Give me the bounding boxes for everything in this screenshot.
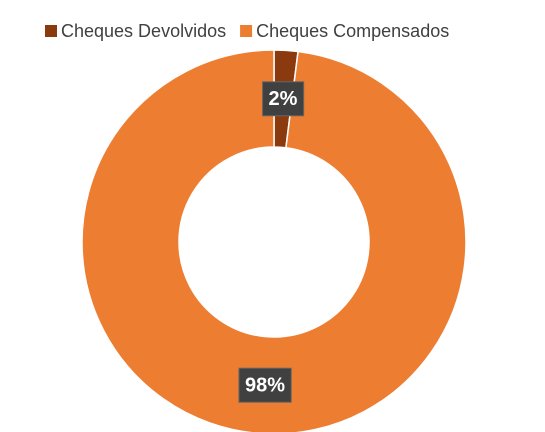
legend-label: Cheques Devolvidos bbox=[61, 21, 226, 41]
legend-swatch bbox=[240, 25, 253, 37]
data-label-box bbox=[238, 367, 292, 403]
data-label-text: 2% bbox=[269, 88, 298, 110]
legend-label: Cheques Compensados bbox=[256, 21, 449, 41]
data-label-text: 98% bbox=[245, 374, 285, 396]
data-label-box bbox=[262, 81, 305, 117]
data-label: 98% bbox=[238, 367, 292, 403]
legend-swatch bbox=[45, 25, 57, 37]
donut-slice bbox=[81, 49, 467, 432]
data-label: 2% bbox=[262, 81, 305, 117]
